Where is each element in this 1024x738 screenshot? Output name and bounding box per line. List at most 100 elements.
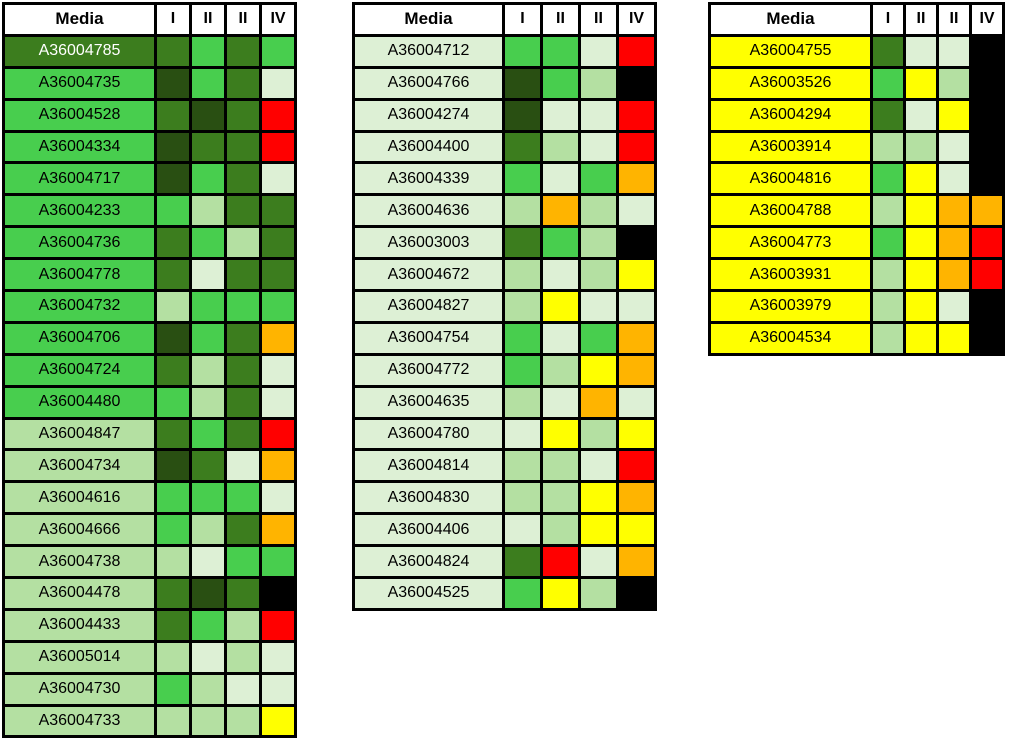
- media-id-cell: A36004824: [352, 544, 505, 580]
- heatmap-cell: [969, 97, 1005, 133]
- media-id-cell: A36004339: [352, 161, 505, 197]
- rep-column-header: IV: [259, 2, 297, 37]
- media-id-cell: A36004666: [2, 512, 157, 548]
- heatmap-cell: [189, 607, 227, 643]
- media-id-cell: A36004433: [2, 607, 157, 643]
- heatmap-cell: [540, 129, 581, 165]
- heatmap-cell: [259, 97, 297, 133]
- heatmap-cell: [154, 607, 192, 643]
- heatmap-cell: [616, 129, 657, 165]
- heatmap-cell: [224, 65, 262, 101]
- heatmap-cell: [224, 97, 262, 133]
- heatmap-cell: [578, 97, 619, 133]
- rep-column-header: I: [154, 2, 192, 37]
- heatmap-cell: [936, 193, 972, 229]
- heatmap-cell: [154, 193, 192, 229]
- heatmap-cell: [616, 161, 657, 197]
- heatmap-cell: [540, 33, 581, 69]
- table-row: A36004635: [352, 384, 657, 420]
- heatmap-cell: [969, 257, 1005, 293]
- heatmap-cell: [616, 225, 657, 261]
- media-id-cell: A36004706: [2, 320, 157, 356]
- heatmap-cell: [224, 161, 262, 197]
- heatmap-cell: [540, 65, 581, 101]
- heatmap-cell: [870, 257, 906, 293]
- heatmap-cell: [540, 320, 581, 356]
- media-id-cell: A36004814: [352, 448, 505, 484]
- media-id-cell: A36004534: [708, 320, 873, 356]
- heatmap-cell: [154, 33, 192, 69]
- heatmap-cell: [969, 65, 1005, 101]
- heatmap-cell: [969, 129, 1005, 165]
- heatmap-cell: [224, 639, 262, 675]
- heatmap-cell: [540, 416, 581, 452]
- heatmap-cell: [903, 97, 939, 133]
- heatmap-cell: [616, 289, 657, 324]
- media-id-cell: A36004717: [2, 161, 157, 197]
- table-row: A36004736: [2, 225, 297, 261]
- rep-column-header: II: [578, 2, 619, 37]
- heatmap-cell: [189, 671, 227, 707]
- table-row: A36005014: [2, 639, 297, 675]
- heatmap-cell: [224, 607, 262, 643]
- media-id-cell: A36004736: [2, 225, 157, 261]
- media-id-cell: A36004274: [352, 97, 505, 133]
- heatmap-cell: [540, 257, 581, 293]
- media-id-cell: A36004636: [352, 193, 505, 229]
- heatmap-cell: [616, 33, 657, 69]
- heatmap-cell: [154, 289, 192, 324]
- heatmap-cell: [224, 384, 262, 420]
- media-id-cell: A36004734: [2, 448, 157, 484]
- table-row: A36004717: [2, 161, 297, 197]
- heatmap-cell: [189, 352, 227, 388]
- heatmap-cell: [189, 384, 227, 420]
- heatmap-cell: [502, 416, 543, 452]
- table-row: A36004334: [2, 129, 297, 165]
- rep-column-header: I: [870, 2, 906, 37]
- media-id-cell: A36003003: [352, 225, 505, 261]
- heatmap-cell: [969, 161, 1005, 197]
- heatmap-cell: [540, 193, 581, 229]
- media-id-cell: A36004672: [352, 257, 505, 293]
- media-id-cell: A36004478: [2, 576, 157, 611]
- heatmap-cell: [259, 193, 297, 229]
- heatmap-cell: [502, 384, 543, 420]
- heatmap-cell: [189, 161, 227, 197]
- heatmap-cell: [502, 193, 543, 229]
- table-row: A36004400: [352, 129, 657, 165]
- heatmap-cell: [259, 33, 297, 69]
- table-row: A36003526: [708, 65, 1005, 101]
- table-row: A36004233: [2, 193, 297, 229]
- heatmap-cell: [540, 480, 581, 516]
- rep-column-header: I: [502, 2, 543, 37]
- heatmap-cell: [189, 65, 227, 101]
- heatmap-cell: [224, 544, 262, 580]
- table-row: A36004724: [2, 352, 297, 388]
- table-row: A36004816: [708, 161, 1005, 197]
- table-row: A36004406: [352, 512, 657, 548]
- heatmap-cell: [154, 703, 192, 738]
- heatmap-cell: [540, 448, 581, 484]
- heatmap-cell: [502, 480, 543, 516]
- heatmap-cell: [903, 320, 939, 356]
- media-id-cell: A36004827: [352, 289, 505, 324]
- table-row: A36004528: [2, 97, 297, 133]
- heatmap-cell: [154, 161, 192, 197]
- heatmap-cell: [936, 320, 972, 356]
- heatmap-cell: [616, 512, 657, 548]
- media-id-cell: A36004735: [2, 65, 157, 101]
- heatmap-cell: [502, 257, 543, 293]
- table-row: A36004772: [352, 352, 657, 388]
- heatmap-cell: [259, 639, 297, 675]
- heatmap-cell: [870, 97, 906, 133]
- table-row: A36004734: [2, 448, 297, 484]
- heatmap-cell: [616, 544, 657, 580]
- heatmap-cell: [616, 576, 657, 611]
- heatmap-cell: [540, 97, 581, 133]
- heatmap-cell: [616, 97, 657, 133]
- heatmap-cell: [154, 448, 192, 484]
- rep-column-header: IV: [616, 2, 657, 37]
- heatmap-cell: [903, 33, 939, 69]
- rep-column-header: II: [936, 2, 972, 37]
- table-row: A36003003: [352, 225, 657, 261]
